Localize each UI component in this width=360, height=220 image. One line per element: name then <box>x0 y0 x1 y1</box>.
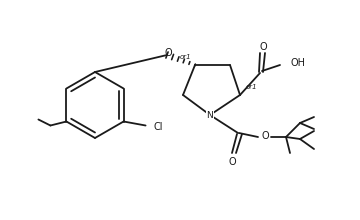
Text: N: N <box>207 110 213 119</box>
Text: Cl: Cl <box>154 121 163 132</box>
Text: OH: OH <box>291 58 306 68</box>
Text: O: O <box>261 131 269 141</box>
Text: or1: or1 <box>180 54 192 60</box>
Text: or1: or1 <box>246 84 258 90</box>
Text: O: O <box>228 157 236 167</box>
Text: O: O <box>164 48 172 58</box>
Text: O: O <box>259 42 267 52</box>
